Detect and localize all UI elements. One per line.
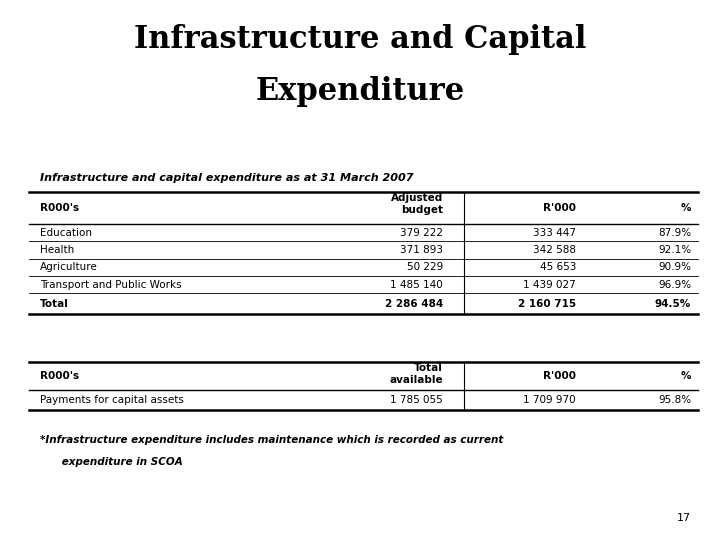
Text: Education: Education (40, 228, 91, 238)
Text: 1 439 027: 1 439 027 (523, 280, 576, 289)
Text: 1 785 055: 1 785 055 (390, 395, 443, 405)
Text: Agriculture: Agriculture (40, 262, 97, 272)
Text: 342 588: 342 588 (533, 245, 576, 255)
Text: Adjusted
budget: Adjusted budget (390, 193, 443, 215)
Text: R000's: R000's (40, 371, 78, 381)
Text: Expenditure: Expenditure (256, 76, 464, 106)
Text: 1 485 140: 1 485 140 (390, 280, 443, 289)
Text: R000's: R000's (40, 203, 78, 213)
Text: Infrastructure and capital expenditure as at 31 March 2007: Infrastructure and capital expenditure a… (40, 173, 413, 183)
Text: 2 160 715: 2 160 715 (518, 299, 576, 309)
Text: 94.5%: 94.5% (655, 299, 691, 309)
Text: Total: Total (40, 299, 68, 309)
Text: Transport and Public Works: Transport and Public Works (40, 280, 181, 289)
Text: %: % (680, 203, 691, 213)
Text: 87.9%: 87.9% (658, 228, 691, 238)
Text: 371 893: 371 893 (400, 245, 443, 255)
Text: R'000: R'000 (543, 371, 576, 381)
Text: Payments for capital assets: Payments for capital assets (40, 395, 184, 405)
Text: 2 286 484: 2 286 484 (384, 299, 443, 309)
Text: expenditure in SCOA: expenditure in SCOA (40, 457, 182, 468)
Text: *Infrastructure expenditure includes maintenance which is recorded as current: *Infrastructure expenditure includes mai… (40, 435, 503, 445)
Text: Total
available: Total available (390, 363, 443, 385)
Text: 45 653: 45 653 (539, 262, 576, 272)
Text: Infrastructure and Capital: Infrastructure and Capital (134, 24, 586, 55)
Text: Health: Health (40, 245, 74, 255)
Text: 333 447: 333 447 (533, 228, 576, 238)
Text: 92.1%: 92.1% (658, 245, 691, 255)
Text: 95.8%: 95.8% (658, 395, 691, 405)
Text: %: % (680, 371, 691, 381)
Text: 90.9%: 90.9% (658, 262, 691, 272)
Text: 50 229: 50 229 (407, 262, 443, 272)
Text: 17: 17 (677, 512, 691, 523)
Text: 1 709 970: 1 709 970 (523, 395, 576, 405)
Text: 96.9%: 96.9% (658, 280, 691, 289)
Text: 379 222: 379 222 (400, 228, 443, 238)
Text: R'000: R'000 (543, 203, 576, 213)
